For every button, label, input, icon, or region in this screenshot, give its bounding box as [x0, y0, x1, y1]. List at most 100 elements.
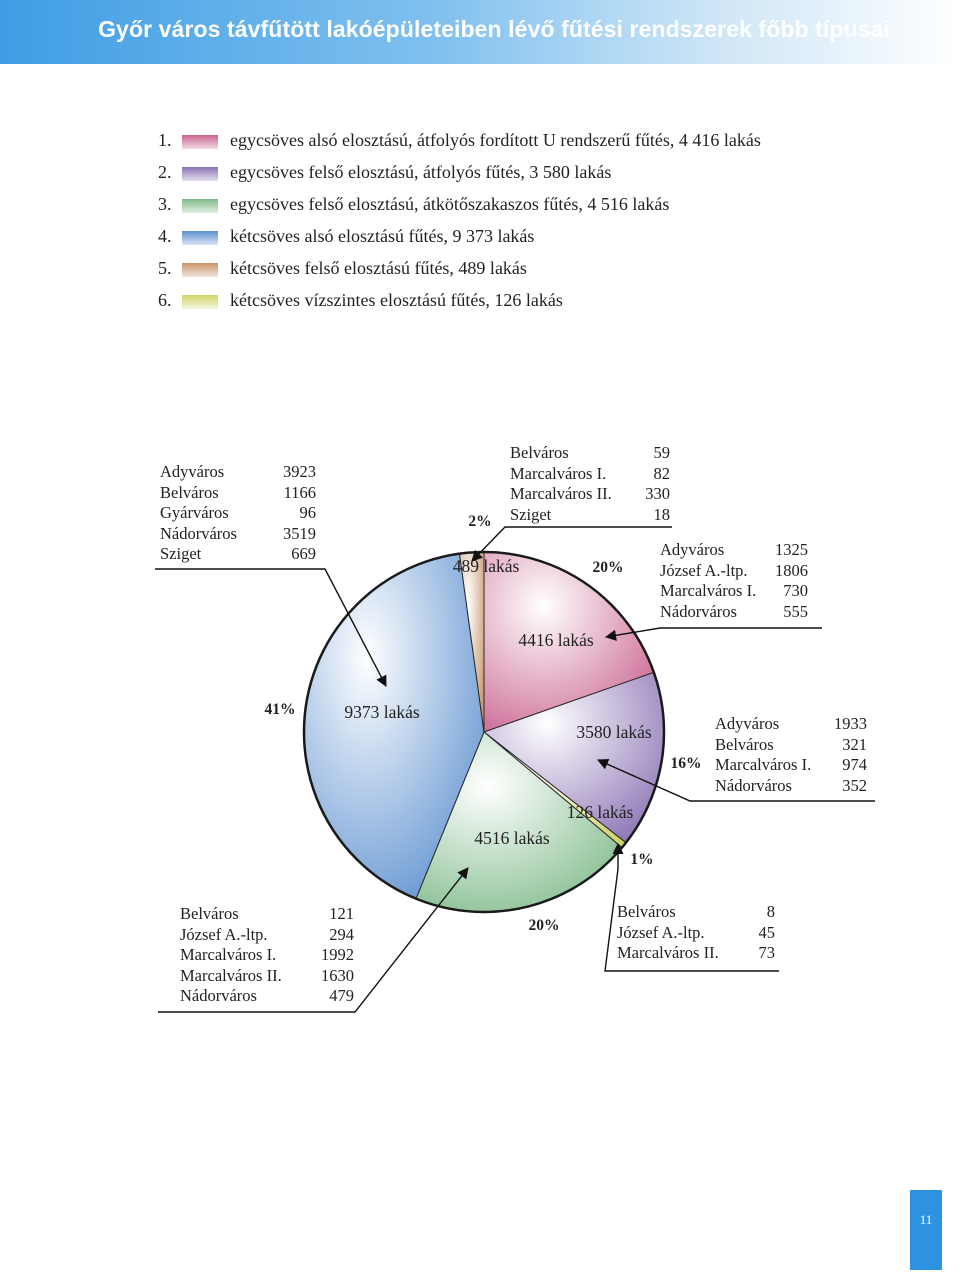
district-name: Marcalváros I.: [715, 755, 812, 774]
breakdown-row: Belváros 121: [180, 904, 354, 925]
breakdown-row: Marcalváros II. 73: [617, 943, 775, 964]
legend-number: 1.: [158, 130, 172, 150]
breakdown-row: Nádorváros 555: [660, 602, 808, 623]
legend-label: egycsöves alsó elosztású, átfolyós fordí…: [230, 130, 761, 150]
district-name: Gyárváros: [160, 503, 229, 522]
breakdown-row: Adyváros 1933: [715, 714, 867, 735]
breakdown-row: Nádorváros 479: [180, 986, 354, 1007]
percent-label: 41%: [265, 701, 296, 718]
breakdown-row: Adyváros 3923: [160, 462, 316, 483]
percent-label: 20%: [593, 559, 624, 576]
legend-label: kétcsöves alsó elosztású fűtés, 9 373 la…: [230, 226, 535, 246]
leader-line: [155, 568, 387, 687]
legend-label: kétcsöves felső elosztású fűtés, 489 lak…: [230, 258, 527, 278]
breakdown-table: Belváros 8 József A.-ltp. 45 Marcalváros II.…: [617, 902, 775, 964]
legend-label: egycsöves felső elosztású, átfolyós fűté…: [230, 162, 612, 182]
slice-label: 489 lakás: [453, 556, 520, 576]
breakdown-table: Adyváros 3923 Belváros 1166 Gyárváros 96 Nádor…: [160, 462, 316, 565]
district-name: Nádorváros: [715, 775, 792, 795]
district-name: Marcalváros II.: [180, 965, 282, 985]
apartment-count: 1806: [775, 560, 808, 580]
apartment-count: 1933: [834, 714, 867, 733]
district-name: József A.-ltp.: [660, 560, 748, 580]
apartment-count: 1325: [775, 540, 808, 559]
district-name: Marcalváros II.: [617, 943, 719, 962]
apartment-count: 18: [653, 504, 671, 524]
slice-label: 3580 lakás: [576, 722, 652, 742]
district-name: Marcalváros I.: [660, 581, 757, 600]
page-number: 11: [910, 1190, 942, 1270]
apartment-count: 352: [842, 775, 867, 795]
slice-label: 126 lakás: [567, 802, 634, 822]
district-name: Belváros: [510, 443, 569, 462]
district-name: Marcalváros II.: [510, 484, 612, 503]
legend-number: 4.: [158, 226, 172, 246]
leader-line: [604, 842, 779, 972]
breakdown-row: Marcalváros I. 82: [510, 464, 670, 485]
legend-swatch: [182, 167, 218, 181]
legend-number: 5.: [158, 258, 172, 278]
breakdown-row: József A.-ltp. 294: [180, 925, 354, 946]
page-title: Győr város távfűtött lakóépületeiben lév…: [98, 16, 890, 42]
apartment-count: 1166: [283, 482, 316, 502]
leader-line: [596, 758, 875, 802]
district-name: József A.-ltp.: [180, 924, 268, 944]
apartment-count: 96: [299, 503, 317, 522]
apartment-count: 321: [842, 734, 867, 754]
apartment-count: 82: [653, 463, 671, 483]
breakdown-row: Marcalváros I. 730: [660, 581, 808, 602]
slice-label: 4416 lakás: [518, 630, 594, 650]
legend-swatch: [182, 135, 218, 149]
apartment-count: 730: [783, 581, 808, 600]
apartment-count: 73: [758, 943, 776, 962]
breakdown-row: Nádorváros 3519: [160, 524, 316, 545]
district-name: József A.-ltp.: [617, 922, 705, 942]
breakdown-table: Belváros 59 Marcalváros I. 82 Marcalváros II…: [510, 443, 670, 525]
breakdown-table: Belváros 121 József A.-ltp. 294 Marcalváros …: [180, 904, 354, 1007]
breakdown-row: Marcalváros II. 330: [510, 484, 670, 505]
breakdown-row: Belváros 1166: [160, 483, 316, 504]
breakdown-row: Belváros 59: [510, 443, 670, 464]
district-name: Sziget: [160, 544, 202, 563]
district-name: Adyváros: [660, 540, 725, 559]
apartment-count: 1992: [321, 945, 354, 964]
apartment-count: 45: [758, 922, 776, 942]
breakdown-row: József A.-ltp. 1806: [660, 561, 808, 582]
header-banner: Győr város távfűtött lakóépületeiben lév…: [0, 0, 960, 64]
district-name: Belváros: [715, 734, 774, 754]
district-name: Marcalváros I.: [510, 463, 607, 483]
percent-label: 16%: [671, 755, 702, 772]
slice-label: 9373 lakás: [344, 702, 420, 722]
district-name: Belváros: [617, 902, 676, 921]
legend-swatch: [182, 231, 218, 245]
breakdown-row: Marcalváros II. 1630: [180, 966, 354, 987]
apartment-count: 974: [842, 755, 867, 774]
apartment-count: 3519: [283, 523, 316, 543]
apartment-count: 555: [783, 601, 808, 621]
breakdown-row: Sziget 669: [160, 544, 316, 565]
apartment-count: 1630: [321, 965, 354, 985]
breakdown-table: Adyváros 1325 József A.-ltp. 1806 Marcalváro…: [660, 540, 808, 622]
percent-label: 2%: [468, 513, 491, 530]
district-name: Belváros: [160, 482, 219, 502]
legend-number: 3.: [158, 194, 172, 214]
apartment-count: 669: [291, 544, 316, 563]
district-name: Belváros: [180, 904, 239, 923]
percent-label: 20%: [529, 917, 560, 934]
legend-label: kétcsöves vízszintes elosztású fűtés, 12…: [230, 290, 563, 310]
district-name: Nádorváros: [180, 986, 257, 1005]
legend-swatch: [182, 263, 218, 277]
district-name: Nádorváros: [160, 523, 237, 543]
slice-label: 4516 lakás: [474, 828, 550, 848]
percent-label: 1%: [630, 851, 653, 868]
apartment-count: 330: [645, 484, 670, 503]
legend-number: 2.: [158, 162, 172, 182]
breakdown-row: József A.-ltp. 45: [617, 923, 775, 944]
leader-line: [471, 526, 672, 562]
breakdown-table: Adyváros 1933 Belváros 321 Marcalváros I. 974…: [715, 714, 867, 796]
leader-line: [158, 867, 469, 1013]
district-name: Sziget: [510, 504, 552, 524]
district-name: Adyváros: [715, 714, 780, 733]
apartment-count: 479: [329, 986, 354, 1005]
apartment-count: 294: [329, 924, 354, 944]
